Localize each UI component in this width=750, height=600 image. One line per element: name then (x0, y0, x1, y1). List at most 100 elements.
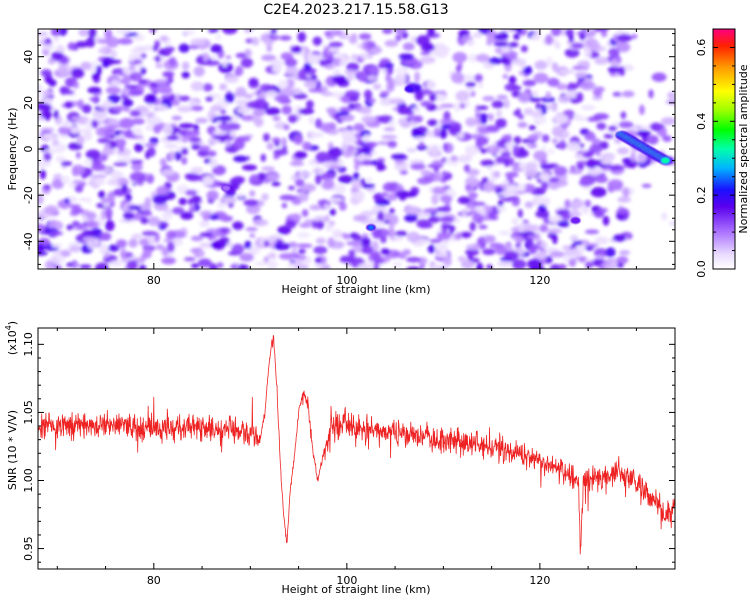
heatmap-cell (341, 142, 348, 153)
heatmap-cell (222, 29, 238, 35)
heatmap-cell (476, 262, 484, 269)
heatmap-cell (547, 228, 562, 234)
line-xtick-label: 120 (529, 574, 550, 587)
heatmap-cell (419, 141, 425, 147)
heatmap-cell (612, 234, 627, 242)
heatmap-cell (332, 229, 343, 239)
heatmap-cell (357, 191, 365, 202)
heatmap-cell (51, 243, 64, 248)
heatmap-cell (190, 38, 206, 46)
heatmap-cell (446, 121, 462, 132)
heatmap-cell (586, 166, 602, 176)
heatmap-cell (360, 210, 377, 217)
heatmap-cell (411, 115, 424, 123)
heatmap-cell (199, 232, 214, 238)
colorbar-ticks: 0.0 0.2 0.4 0.6 (695, 28, 735, 278)
heatmap-cell (436, 252, 449, 258)
heatmap-cell (346, 240, 362, 246)
scale-label-exponent: 4 (4, 325, 13, 330)
heatmap-cell (110, 59, 122, 65)
heatmap-cell (593, 248, 609, 258)
heatmap-cell (64, 101, 74, 109)
heatmap-cell (285, 78, 295, 89)
heatmap-cell (435, 243, 448, 252)
heatmap-cell (579, 32, 586, 41)
heatmap-cell (39, 169, 47, 180)
heatmap-cell (549, 251, 565, 258)
heatmap-cell (358, 73, 368, 83)
heatmap-cell (244, 29, 252, 34)
heatmap-cell (608, 125, 618, 132)
heatmap-cell (457, 132, 465, 139)
heatmap-cell (443, 110, 451, 122)
heatmap-cell (463, 164, 471, 173)
heatmap-cell (382, 182, 397, 192)
heatmap-cell (327, 129, 339, 135)
heatmap-cell (190, 81, 205, 92)
heatmap-cell (67, 42, 77, 51)
heatmap-cell (551, 138, 559, 144)
heatmap-cell (251, 37, 260, 46)
heatmap-cell (366, 177, 373, 183)
heatmap-cell (406, 256, 422, 263)
heatmap-cell (504, 141, 516, 149)
heatmap-cell (116, 158, 132, 163)
heatmap-cell (378, 115, 394, 124)
heatmap-cell (325, 224, 333, 232)
heatmap-cell (107, 94, 121, 104)
heatmap-cell (547, 148, 555, 155)
heatmap-cell (475, 53, 490, 63)
colorbar-label: Normalized spectral amplitude (737, 64, 750, 233)
heatmap-cell (215, 115, 231, 122)
heatmap-cell (431, 194, 439, 205)
heatmap-cell (465, 248, 480, 256)
heatmap-cell (267, 252, 277, 259)
heatmap-cell (503, 179, 510, 186)
heatmap-cell (483, 235, 496, 244)
heatmap-cell (342, 136, 358, 144)
heatmap-cell (290, 213, 302, 221)
heatmap-cell (39, 158, 46, 169)
heatmap-cell (246, 204, 261, 215)
heatmap-cell (330, 184, 347, 194)
heatmap-cell (235, 86, 247, 96)
heatmap-cell (545, 56, 553, 67)
heatmap-cell (616, 42, 631, 53)
heatmap-cell (452, 218, 461, 223)
heatmap-cell (51, 179, 64, 190)
heatmap-cell (178, 43, 190, 53)
heatmap-cell (602, 215, 610, 226)
heatmap-cell (156, 84, 172, 94)
line-xtick-label: 80 (147, 574, 161, 587)
heatmap-cell (616, 33, 633, 42)
heatmap-cell (427, 29, 435, 37)
heatmap-cell (140, 217, 149, 225)
heatmap-cell (391, 153, 407, 160)
heatmap-cell (482, 248, 496, 255)
heatmap-cell (191, 143, 201, 150)
heatmap-cell (328, 41, 343, 48)
heatmap-cell (197, 149, 210, 157)
heatmap-cell (631, 34, 638, 39)
heatmap-cell (112, 105, 127, 112)
line-xlabel: Height of straight line (km) (281, 583, 430, 596)
heatmap-cell (118, 144, 125, 153)
heatmap-cell (72, 220, 80, 226)
heatmap-cell (38, 31, 49, 37)
heatmap-cell (575, 92, 584, 103)
heatmap-cell (38, 193, 44, 205)
heatmap-cell (636, 129, 651, 137)
heatmap-cell (88, 29, 97, 39)
heatmap-cell (527, 258, 542, 269)
heatmap-cell (343, 233, 351, 240)
heatmap-cell (572, 65, 585, 71)
heatmap-cell (144, 142, 158, 148)
heatmap-cell (541, 96, 555, 103)
colorbar: 0.0 0.2 0.4 0.6 Normalized spectral amplitu… (695, 28, 750, 278)
heatmap-cell (306, 54, 321, 65)
heatmap-cell (100, 197, 113, 204)
heatmap-cell (360, 178, 366, 186)
heatmap-cell (551, 29, 562, 37)
heatmap-cell (528, 125, 536, 131)
heatmap-cell (573, 113, 582, 119)
